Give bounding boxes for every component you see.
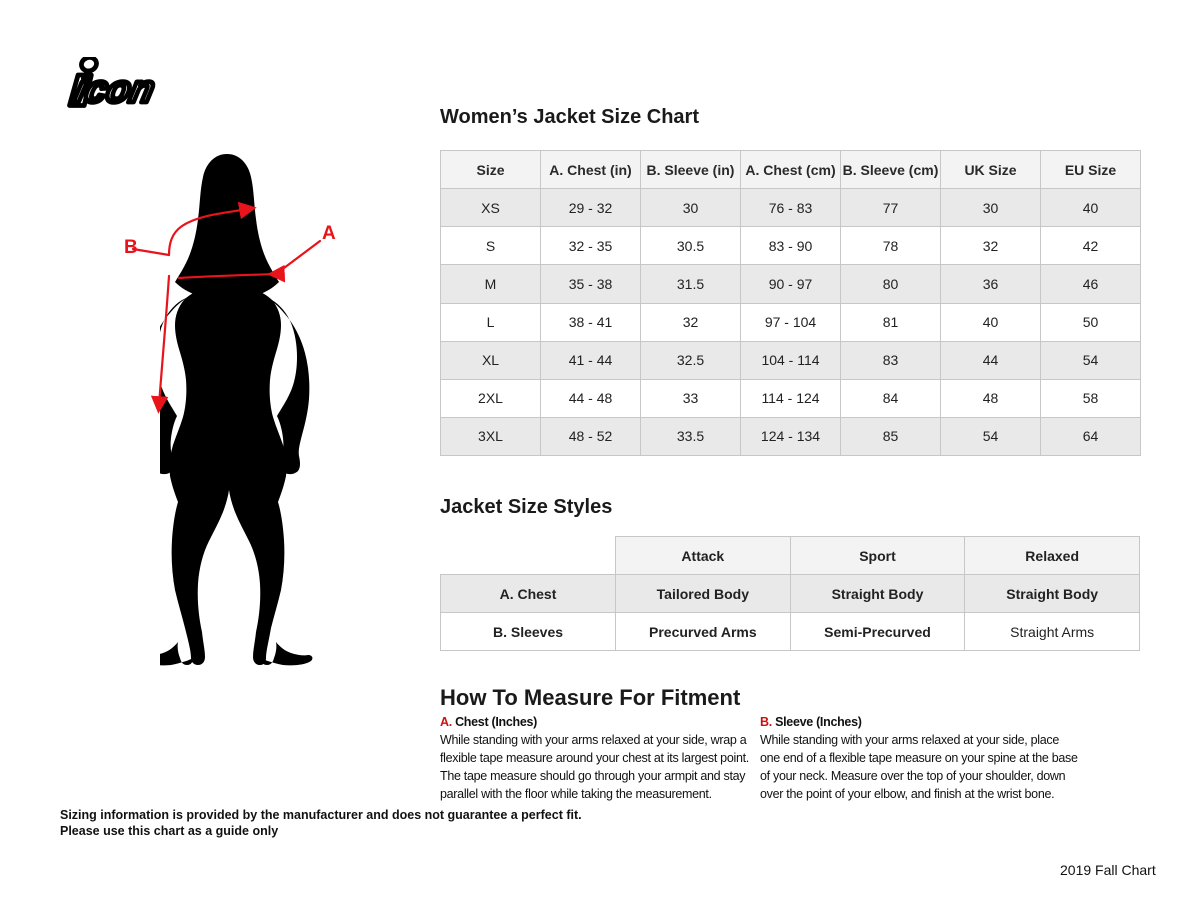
svg-text:A: A: [322, 223, 336, 244]
svg-text:B: B: [124, 237, 138, 258]
